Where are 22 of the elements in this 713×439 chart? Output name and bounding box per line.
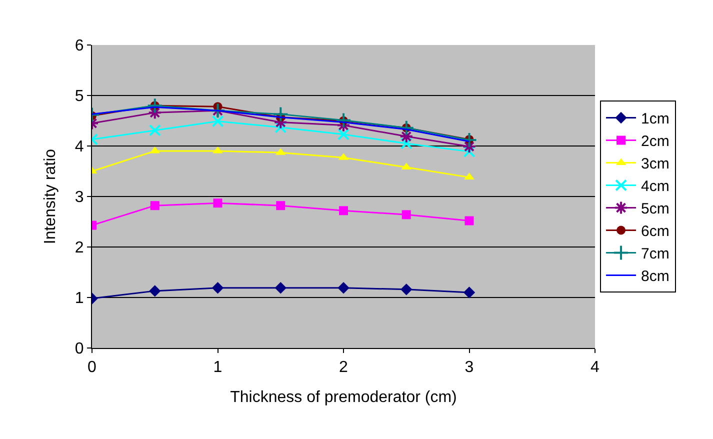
legend-label: 1cm bbox=[641, 110, 670, 128]
y-tick-label: 3 bbox=[74, 189, 84, 206]
legend-label: 2cm bbox=[641, 133, 670, 150]
x-tick-label: 3 bbox=[464, 359, 474, 376]
y-tick-label: 6 bbox=[74, 38, 84, 55]
x-tick-label: 4 bbox=[590, 359, 600, 376]
legend-label: 7cm bbox=[641, 246, 670, 263]
y-tick-label: 4 bbox=[74, 138, 84, 156]
x-tick-label: 2 bbox=[339, 359, 348, 376]
legend-label: 6cm bbox=[641, 223, 670, 240]
x-axis-title: Thickness of premoderator (cm) bbox=[230, 388, 457, 406]
legend-label: 5cm bbox=[641, 200, 670, 218]
y-axis-title: Intensity ratio bbox=[42, 148, 59, 244]
legend-label: 4cm bbox=[641, 178, 670, 196]
y-tick-label: 5 bbox=[74, 88, 84, 106]
x-tick-label: 0 bbox=[88, 359, 97, 376]
legend-label: 3cm bbox=[641, 156, 670, 173]
y-tick-label: 1 bbox=[74, 290, 84, 308]
y-tick-label: 0 bbox=[74, 340, 84, 358]
x-tick-label: 1 bbox=[213, 359, 222, 376]
y-tick-label: 2 bbox=[74, 240, 84, 257]
legend-label: 8cm bbox=[641, 268, 670, 286]
